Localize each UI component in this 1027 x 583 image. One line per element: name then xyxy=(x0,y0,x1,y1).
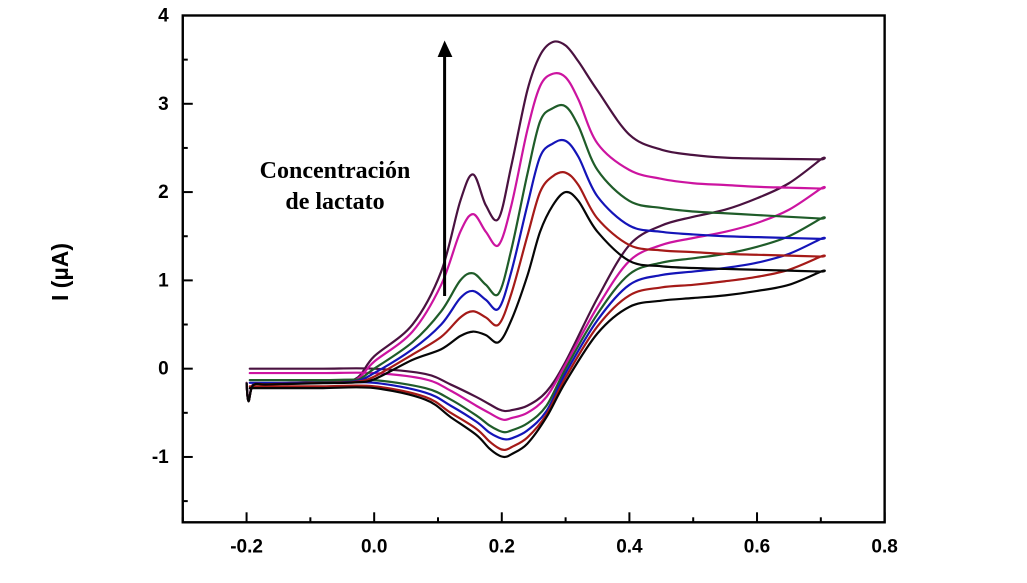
svg-text:0.8: 0.8 xyxy=(871,536,897,557)
svg-text:-1: -1 xyxy=(152,447,169,468)
svg-text:Concentración: Concentración xyxy=(260,158,411,184)
svg-text:3: 3 xyxy=(158,94,169,115)
svg-text:I (µA): I (µA) xyxy=(47,243,73,301)
svg-text:0: 0 xyxy=(158,359,169,380)
svg-text:1: 1 xyxy=(158,270,169,291)
svg-text:de lactato: de lactato xyxy=(285,189,384,215)
svg-text:0.2: 0.2 xyxy=(489,536,515,557)
svg-text:0.6: 0.6 xyxy=(744,536,770,557)
svg-text:0.4: 0.4 xyxy=(616,536,643,557)
svg-text:2: 2 xyxy=(158,182,169,203)
svg-text:-0.2: -0.2 xyxy=(230,536,263,557)
svg-text:0.0: 0.0 xyxy=(361,536,387,557)
svg-text:4: 4 xyxy=(158,5,169,26)
